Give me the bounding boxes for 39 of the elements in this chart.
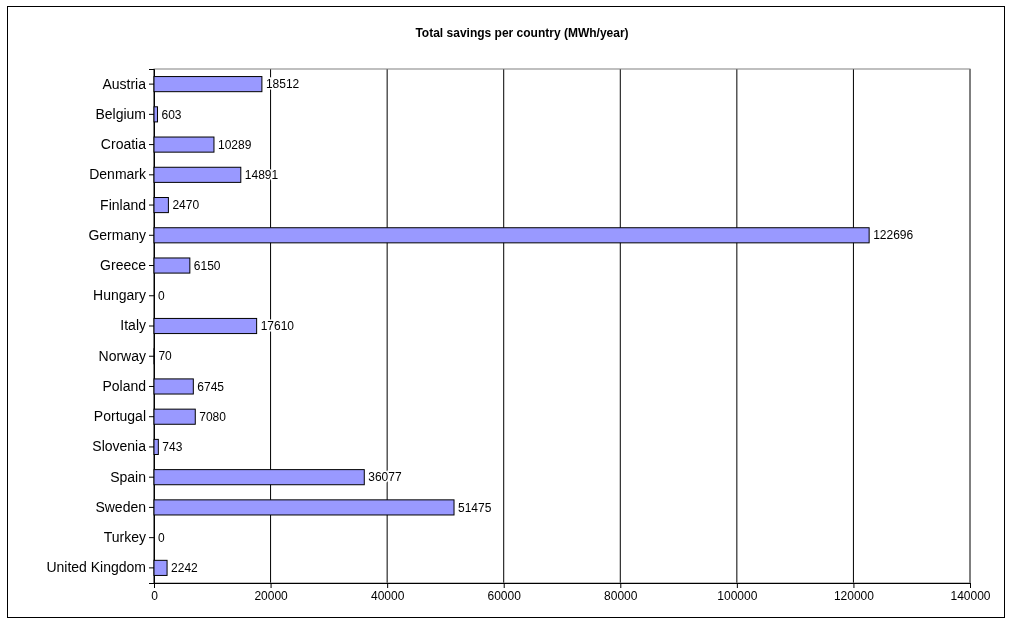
y-tick-label: Austria xyxy=(102,75,147,92)
data-label: 10289 xyxy=(217,137,252,152)
x-tick-label: 0 xyxy=(151,588,159,603)
data-label: 122696 xyxy=(873,228,914,243)
data-label: 2242 xyxy=(171,561,199,576)
y-tick-label: Spain xyxy=(110,468,146,485)
data-label: 6150 xyxy=(193,258,221,273)
data-label: 2470 xyxy=(172,198,200,213)
data-label: 0 xyxy=(158,288,165,303)
data-label: 6745 xyxy=(197,379,225,394)
x-tick-label: 60000 xyxy=(487,588,522,603)
y-tick-label: Norway xyxy=(98,347,146,364)
data-label: 603 xyxy=(161,107,182,122)
y-tick-label: Croatia xyxy=(100,136,147,153)
y-tick-label: Italy xyxy=(120,317,146,334)
data-label: 51475 xyxy=(458,500,492,515)
y-tick-label: United Kingdom xyxy=(46,559,146,576)
y-tick-label: Germany xyxy=(88,226,146,243)
y-tick-label: Hungary xyxy=(93,287,146,304)
y-tick-label: Finland xyxy=(100,196,146,213)
data-label: 0 xyxy=(158,530,165,545)
x-tick-label: 140000 xyxy=(950,588,991,603)
y-tick-label: Belgium xyxy=(95,105,146,122)
y-tick-label: Greece xyxy=(100,257,147,274)
y-tick-label: Denmark xyxy=(89,166,147,183)
x-tick-label: 80000 xyxy=(604,588,638,603)
x-tick-label: 120000 xyxy=(833,588,875,603)
y-tick-label: Sweden xyxy=(95,498,146,515)
data-label: 70 xyxy=(158,349,173,364)
data-label: 743 xyxy=(162,440,183,455)
y-tick-label: Portugal xyxy=(93,408,146,425)
y-tick-label: Turkey xyxy=(103,529,146,546)
data-label: 7080 xyxy=(199,409,227,424)
x-tick-label: 20000 xyxy=(254,588,289,603)
chart-title: Total savings per country (MWh/year) xyxy=(415,26,629,40)
x-tick-label: 100000 xyxy=(717,588,758,603)
y-tick-label: Poland xyxy=(102,377,146,394)
y-tick-label: Slovenia xyxy=(92,438,147,455)
x-tick-label: 40000 xyxy=(370,588,405,603)
